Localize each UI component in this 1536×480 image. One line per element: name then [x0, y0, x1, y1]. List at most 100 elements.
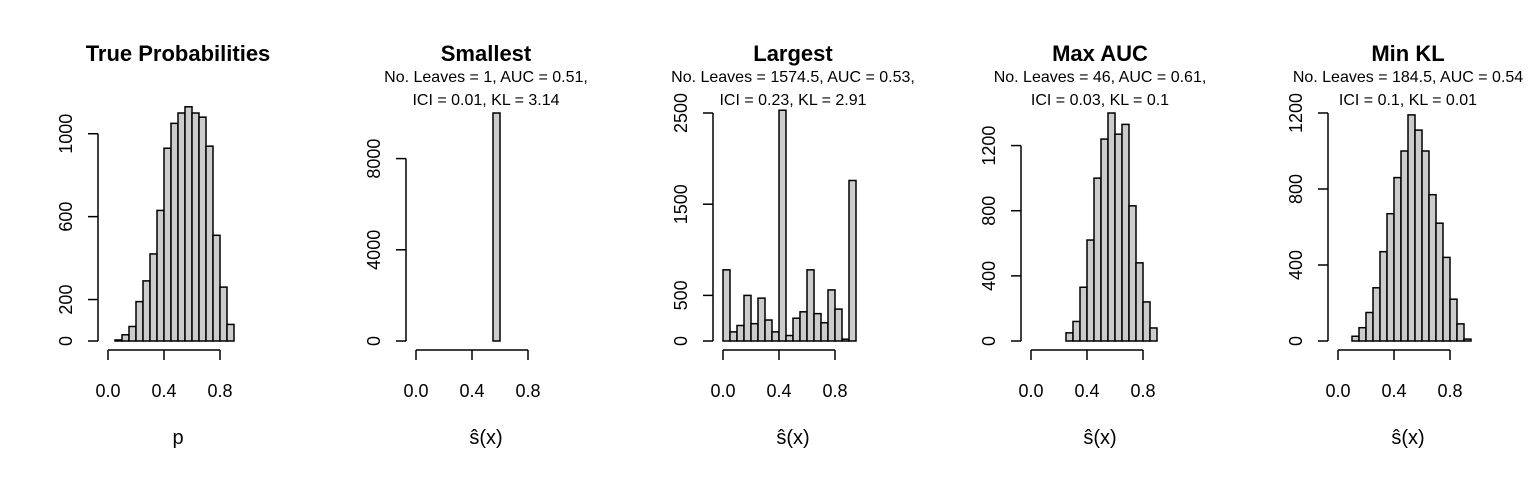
- panel-subtitle-line: No. Leaves = 46, AUC = 0.61,: [994, 69, 1207, 86]
- histogram-bar: [149, 253, 158, 342]
- x-axis-label: ŝ(x): [1391, 427, 1424, 449]
- y-tick-label: 400: [1286, 250, 1306, 280]
- histogram-bar: [806, 269, 815, 342]
- histogram-bar: [177, 112, 186, 342]
- y-tick-label: 1200: [979, 126, 999, 166]
- histogram-bar: [1393, 176, 1402, 342]
- histogram-bar: [722, 269, 731, 342]
- histogram-bar: [1421, 150, 1430, 342]
- y-tick-label: 4000: [364, 230, 384, 270]
- panel-title: True Probabilities: [86, 41, 271, 66]
- histogram-bar: [1086, 239, 1095, 342]
- histogram-panel-1: True Probabilities 0.0 0.4 0.8 0 200 600 1000 p: [56, 41, 270, 449]
- histogram-bar: [226, 323, 235, 342]
- panel-title: Min KL: [1371, 41, 1444, 66]
- histogram-bar: [1372, 287, 1381, 342]
- histogram-bar: [848, 179, 857, 342]
- y-tick-label: 500: [671, 280, 691, 310]
- x-tick-label: 0.4: [151, 381, 176, 401]
- histogram-bar: [1351, 335, 1360, 342]
- histogram-bar: [198, 116, 207, 342]
- y-tick-label: 1000: [56, 114, 76, 154]
- histogram-bar: [156, 209, 165, 342]
- x-tick-label: 0.0: [95, 381, 120, 401]
- histogram-bar: [729, 331, 738, 342]
- histogram-bar: [212, 234, 221, 342]
- y-tick-label: 400: [979, 261, 999, 291]
- x-tick-label: 0.4: [766, 381, 791, 401]
- x-tick-label: 0.8: [822, 381, 847, 401]
- histogram-bar: [1093, 177, 1102, 342]
- histogram-bar: [778, 109, 787, 342]
- histogram-bar: [820, 322, 829, 342]
- histogram-bar: [205, 145, 214, 342]
- x-tick-label: 0.8: [207, 381, 232, 401]
- histogram-bar: [1386, 212, 1395, 342]
- histogram-bar: [1414, 129, 1423, 342]
- histogram-bar: [1379, 250, 1388, 342]
- histogram-bar: [1365, 311, 1374, 342]
- y-tick-label: 2500: [671, 93, 691, 133]
- x-axis-label: p: [172, 427, 183, 449]
- histogram-bar: [736, 324, 745, 342]
- histogram-bar: [142, 280, 151, 342]
- histogram-bar: [1449, 298, 1458, 342]
- x-tick-label: 0.0: [403, 381, 428, 401]
- histogram-bar: [834, 308, 843, 342]
- histogram-bar: [841, 338, 850, 342]
- x-tick-label: 0.0: [1018, 381, 1043, 401]
- y-tick-label: 1200: [1286, 93, 1306, 133]
- histogram-bar: [1463, 338, 1472, 342]
- histogram-bar: [1079, 286, 1088, 342]
- histogram-bar: [1407, 114, 1416, 342]
- panel-title: Largest: [753, 41, 833, 66]
- histogram-bar: [1442, 256, 1451, 342]
- histogram-bar: [1428, 193, 1437, 342]
- panel-subtitle-line: ICI = 0.01, KL = 3.14: [412, 92, 559, 109]
- panel-subtitle-line: ICI = 0.23, KL = 2.91: [719, 92, 866, 109]
- panel-title: Max AUC: [1052, 41, 1148, 66]
- x-tick-label: 0.4: [459, 381, 484, 401]
- histogram-bar: [1456, 323, 1465, 342]
- y-tick-label: 0: [671, 336, 691, 346]
- y-tick-label: 8000: [364, 139, 384, 179]
- histogram-bar: [1142, 301, 1151, 342]
- histogram-bar: [191, 112, 200, 342]
- histogram-bar: [163, 147, 172, 342]
- histogram-bar: [813, 312, 822, 342]
- x-tick-label: 0.8: [515, 381, 540, 401]
- histogram-bar: [771, 331, 780, 342]
- histogram-bar: [1100, 138, 1109, 342]
- panel-subtitle-line: No. Leaves = 184.5, AUC = 0.54: [1293, 69, 1523, 86]
- histogram-bar: [1400, 150, 1409, 342]
- histogram-bar: [1435, 222, 1444, 342]
- histogram-bar: [1114, 133, 1123, 342]
- histogram-bar: [1072, 320, 1081, 342]
- x-axis-label: ŝ(x): [469, 427, 502, 449]
- histogram-bar: [799, 311, 808, 342]
- histogram-bar: [121, 334, 130, 342]
- histogram-bar: [114, 339, 123, 342]
- panel-subtitle-line: No. Leaves = 1, AUC = 0.51,: [384, 69, 588, 86]
- histogram-bar: [785, 334, 794, 342]
- x-tick-label: 0.8: [1437, 381, 1462, 401]
- y-tick-label: 0: [56, 336, 76, 346]
- y-tick-label: 0: [1286, 336, 1306, 346]
- histogram-bar: [1107, 112, 1116, 342]
- panel-subtitle-line: ICI = 0.1, KL = 0.01: [1339, 92, 1477, 109]
- histogram-panel-2: Smallest No. Leaves = 1, AUC = 0.51, ICI =…: [364, 41, 588, 449]
- histogram-bar: [1358, 326, 1367, 342]
- histogram-bar: [757, 297, 766, 342]
- histogram-bar: [1065, 332, 1074, 342]
- panel-subtitle-line: ICI = 0.03, KL = 0.1: [1031, 92, 1169, 109]
- histogram-panel-5: Min KL No. Leaves = 184.5, AUC = 0.54 ICI …: [1286, 41, 1523, 449]
- histogram-bar: [764, 319, 773, 342]
- histogram-panel-3: Largest No. Leaves = 1574.5, AUC = 0.53, I…: [671, 41, 915, 449]
- x-tick-label: 0.0: [1325, 381, 1350, 401]
- x-tick-label: 0.4: [1074, 381, 1099, 401]
- x-tick-label: 0.0: [710, 381, 735, 401]
- y-tick-label: 0: [364, 336, 384, 346]
- histogram-bar: [219, 286, 228, 342]
- histogram-bar: [1128, 205, 1137, 342]
